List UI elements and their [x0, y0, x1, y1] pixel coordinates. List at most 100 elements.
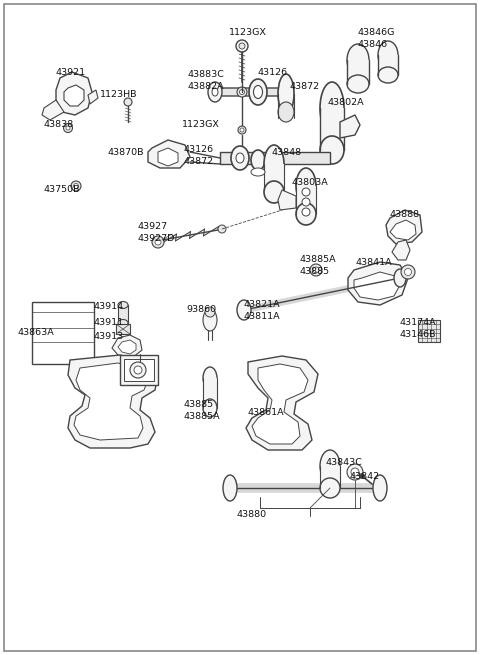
Text: 43863A: 43863A: [18, 328, 55, 337]
Circle shape: [360, 474, 364, 479]
Circle shape: [401, 265, 415, 279]
Circle shape: [66, 126, 70, 130]
Bar: [418, 320, 440, 342]
Text: 43843C: 43843C: [326, 458, 363, 467]
Polygon shape: [354, 272, 400, 300]
Circle shape: [302, 188, 310, 196]
Polygon shape: [392, 240, 410, 260]
Ellipse shape: [237, 300, 251, 320]
Text: 43883C: 43883C: [188, 70, 225, 79]
Ellipse shape: [278, 74, 294, 114]
Text: 43821A: 43821A: [244, 300, 281, 309]
Text: 43913: 43913: [94, 332, 124, 341]
Circle shape: [302, 208, 310, 216]
Ellipse shape: [203, 309, 217, 331]
Ellipse shape: [347, 464, 363, 480]
Circle shape: [405, 269, 411, 276]
Circle shape: [240, 128, 244, 132]
Ellipse shape: [347, 75, 369, 93]
Ellipse shape: [320, 478, 340, 498]
Text: 43803A: 43803A: [292, 178, 329, 187]
Circle shape: [238, 126, 246, 134]
Ellipse shape: [231, 146, 249, 170]
Bar: [124, 359, 154, 381]
Ellipse shape: [296, 168, 316, 204]
Text: 43885: 43885: [184, 400, 214, 409]
Text: 43174A: 43174A: [400, 318, 437, 327]
Ellipse shape: [208, 82, 222, 102]
Text: 43126: 43126: [184, 145, 214, 154]
Circle shape: [124, 98, 132, 106]
Text: 43914: 43914: [94, 302, 124, 311]
Circle shape: [63, 124, 72, 132]
Ellipse shape: [264, 145, 284, 183]
Ellipse shape: [296, 203, 316, 225]
Polygon shape: [340, 115, 360, 138]
Text: 43885: 43885: [300, 267, 330, 276]
Ellipse shape: [320, 82, 344, 134]
Bar: [347, 60, 369, 84]
Circle shape: [313, 267, 319, 273]
Ellipse shape: [320, 136, 344, 164]
Text: 43872: 43872: [184, 157, 214, 166]
Ellipse shape: [264, 181, 284, 203]
Bar: [320, 108, 344, 150]
Polygon shape: [42, 100, 64, 120]
Ellipse shape: [251, 168, 265, 176]
Bar: [203, 378, 217, 408]
Polygon shape: [112, 335, 142, 358]
Polygon shape: [88, 90, 98, 104]
Ellipse shape: [118, 301, 128, 309]
Text: 43888: 43888: [390, 210, 420, 219]
Circle shape: [236, 40, 248, 52]
Polygon shape: [278, 190, 296, 210]
Text: 1123GX: 1123GX: [182, 120, 220, 129]
Ellipse shape: [249, 79, 267, 105]
Text: 43882A: 43882A: [188, 82, 225, 91]
Text: 43921: 43921: [55, 68, 85, 77]
Text: 43927: 43927: [138, 222, 168, 231]
Text: 1123HB: 1123HB: [100, 90, 137, 99]
Ellipse shape: [320, 450, 340, 482]
Ellipse shape: [378, 41, 398, 69]
Text: 43841A: 43841A: [356, 258, 393, 267]
Circle shape: [73, 183, 79, 189]
Text: 43885A: 43885A: [300, 255, 336, 264]
Text: 43848: 43848: [272, 148, 302, 157]
Ellipse shape: [278, 102, 294, 122]
Ellipse shape: [394, 269, 406, 287]
Polygon shape: [246, 356, 318, 450]
Circle shape: [130, 362, 146, 378]
Circle shape: [218, 225, 226, 233]
Text: 43126: 43126: [258, 68, 288, 77]
Text: 43802A: 43802A: [328, 98, 365, 107]
Text: 43872: 43872: [290, 82, 320, 91]
Ellipse shape: [118, 320, 128, 326]
Ellipse shape: [203, 367, 217, 389]
Text: 1123GX: 1123GX: [229, 28, 267, 37]
Text: 43842: 43842: [350, 472, 380, 481]
Polygon shape: [68, 355, 158, 448]
Bar: [320, 466, 340, 488]
Polygon shape: [74, 363, 148, 440]
Ellipse shape: [347, 44, 369, 76]
Text: 43870B: 43870B: [108, 148, 144, 157]
Text: 43861A: 43861A: [248, 408, 285, 417]
Polygon shape: [386, 210, 422, 244]
Bar: [120, 355, 158, 385]
Text: 43911: 43911: [94, 318, 124, 327]
Ellipse shape: [223, 475, 237, 501]
Bar: [116, 324, 130, 334]
Ellipse shape: [251, 150, 265, 170]
Circle shape: [155, 239, 161, 245]
Text: 43927D: 43927D: [138, 234, 175, 243]
Circle shape: [240, 90, 244, 94]
Polygon shape: [158, 148, 178, 166]
Ellipse shape: [253, 86, 263, 98]
Polygon shape: [148, 140, 190, 168]
Circle shape: [237, 87, 247, 97]
Polygon shape: [348, 262, 408, 305]
Circle shape: [310, 264, 322, 276]
Text: 43838: 43838: [44, 120, 74, 129]
Circle shape: [239, 43, 245, 49]
